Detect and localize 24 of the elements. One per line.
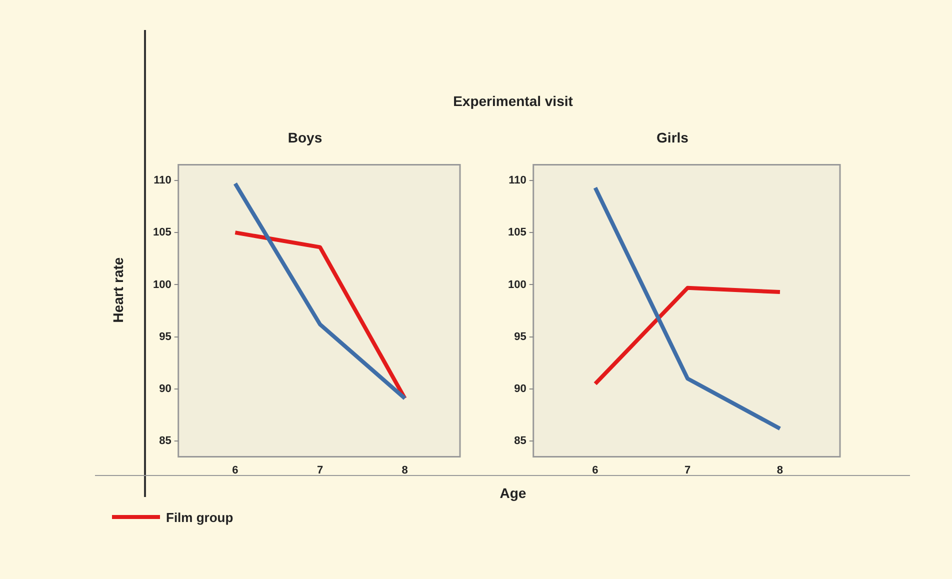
text: Experimental visit xyxy=(453,93,573,109)
y-tick-label: 110 xyxy=(154,174,172,186)
y-tick-label: 110 xyxy=(508,174,526,186)
chart-title: Girls xyxy=(656,129,689,146)
x-axis-title: Age xyxy=(500,485,526,501)
y-tick-label: 105 xyxy=(152,226,172,239)
x-tick-label: 8 xyxy=(402,464,408,476)
y-axis-title: Heart rate xyxy=(110,257,126,323)
y-tick-label: 90 xyxy=(514,383,526,396)
x-tick-label: 7 xyxy=(316,464,324,476)
y-tick-label: 85 xyxy=(159,435,172,448)
x-tick-label: 6 xyxy=(232,464,238,476)
y-tick-label: 100 xyxy=(152,278,172,291)
y-tick-label: 90 xyxy=(159,383,172,396)
legend-label: Film group xyxy=(166,510,234,524)
y-tick-label: 105 xyxy=(508,226,526,239)
x-tick-label: 8 xyxy=(776,464,784,476)
x-tick-label: 6 xyxy=(592,464,598,476)
chart-title: Boys xyxy=(288,129,322,146)
y-tick-label: 85 xyxy=(514,435,526,448)
y-tick-label: 95 xyxy=(514,330,526,343)
y-tick-label: 95 xyxy=(159,330,172,343)
x-tick-label: 7 xyxy=(684,464,691,476)
y-tick-label: 100 xyxy=(508,278,526,291)
